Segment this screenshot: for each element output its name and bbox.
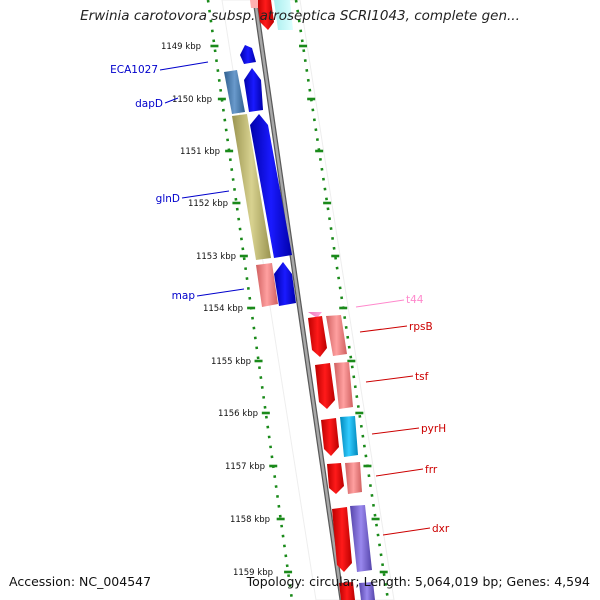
topology-text: Topology: circular; Length: 5,064,019 bp… [246, 574, 590, 589]
cog-box-pyrH[interactable] [340, 416, 358, 457]
gene-arrow-bottom-red[interactable] [339, 582, 355, 600]
left-gene-labels: ECA1027 dapD glnD map [110, 64, 195, 302]
callout-line-t44 [355, 299, 405, 308]
tick-label: 1153 kbp [196, 252, 236, 262]
callout-line-glnD [181, 190, 230, 199]
gene-arrow-rpsB[interactable] [308, 316, 327, 357]
cog-box-glnD[interactable] [232, 114, 271, 260]
cog-box-rpsB[interactable] [326, 315, 347, 356]
callout-line-ECA1027 [159, 61, 209, 71]
tick-marks [210, 44, 388, 574]
gene-arrow-dapD[interactable] [244, 68, 263, 112]
tick-label: 1158 kbp [230, 515, 270, 525]
callout-line-map [196, 288, 245, 297]
tick-labels: 1149 kbp 1150 kbp 1151 kbp 1152 kbp 1153… [161, 42, 273, 578]
gene-label-dxr[interactable]: dxr [432, 523, 450, 535]
gene-label-t44[interactable]: t44 [406, 294, 424, 306]
callout-line-dxr [382, 527, 431, 536]
tick-label: 1149 kbp [161, 42, 201, 52]
gene-arrow-ECA1027[interactable] [240, 45, 256, 64]
gene-arrow-map[interactable] [274, 262, 296, 306]
callout-line-frr [375, 468, 424, 477]
tick-label: 1151 kbp [180, 147, 220, 157]
genome-backbone-highlight [253, 0, 344, 600]
gene-arrow-frr[interactable] [327, 463, 344, 494]
gene-arrow-t44[interactable] [308, 312, 322, 318]
gene-arrow-glnD[interactable] [250, 114, 292, 258]
gene-arrow-pyrH[interactable] [321, 418, 339, 456]
gene-arrow-top-red[interactable] [257, 0, 274, 30]
gene-box-top-paleblue[interactable] [274, 0, 293, 30]
callout-line-dapD [164, 97, 179, 104]
gene-label-pyrH[interactable]: pyrH [421, 423, 446, 435]
gene-arrow-tsf[interactable] [315, 363, 335, 409]
gene-label-ECA1027[interactable]: ECA1027 [110, 64, 158, 76]
gene-arrow-dxr[interactable] [332, 507, 352, 572]
right-gene-callouts [355, 299, 431, 536]
accession-text: Accession: NC_004547 [9, 574, 152, 589]
tick-label: 1159 kbp [233, 568, 273, 578]
gene-label-dapD[interactable]: dapD [135, 98, 163, 110]
right-gene-labels: t44 rpsB tsf pyrH frr dxr [406, 294, 450, 535]
tick-label: 1154 kbp [203, 304, 243, 314]
tick-label: 1155 kbp [211, 357, 251, 367]
map-title: Erwinia carotovora subsp. atroseptica SC… [80, 8, 520, 24]
gene-label-map[interactable]: map [172, 290, 196, 302]
cog-box-frr[interactable] [345, 462, 362, 494]
left-gene-callouts [159, 61, 245, 297]
cog-box-dxr[interactable] [350, 505, 372, 572]
cog-box-tsf[interactable] [334, 362, 353, 409]
tick-label: 1156 kbp [218, 409, 258, 419]
cog-box-map[interactable] [256, 263, 278, 307]
callout-line-tsf [365, 375, 414, 383]
cog-box-dapD[interactable] [224, 70, 245, 114]
callout-line-pyrH [371, 427, 420, 435]
tick-label: 1150 kbp [172, 95, 212, 105]
gene-label-rpsB[interactable]: rpsB [409, 321, 433, 333]
gene-label-glnD[interactable]: glnD [156, 193, 180, 205]
callout-line-rpsB [359, 325, 408, 333]
tick-label: 1152 kbp [188, 199, 228, 209]
tick-label: 1157 kbp [225, 462, 265, 472]
cog-box-bottom-purple[interactable] [359, 582, 375, 600]
gene-box-top-pink[interactable] [250, 0, 258, 8]
gene-label-tsf[interactable]: tsf [415, 371, 429, 383]
gene-label-frr[interactable]: frr [425, 464, 438, 476]
